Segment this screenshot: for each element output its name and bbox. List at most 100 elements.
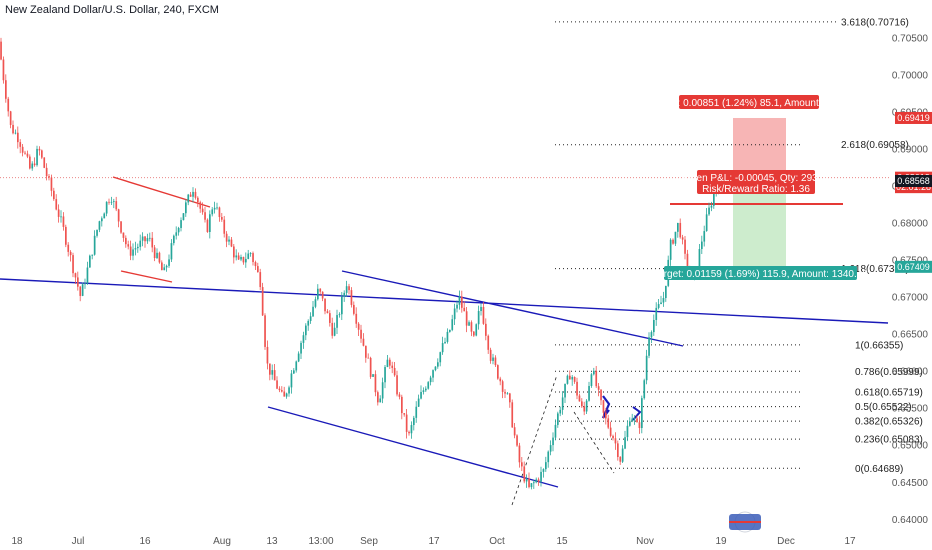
candle (266, 346, 269, 364)
candle (422, 390, 425, 392)
candle (679, 222, 682, 238)
x-tick-label: 16 (139, 536, 151, 547)
trendline[interactable] (267, 406, 559, 488)
candle (612, 435, 614, 439)
candle (698, 249, 701, 270)
candle (480, 306, 482, 312)
candle (677, 222, 679, 232)
candle (225, 233, 228, 242)
candle (17, 132, 19, 143)
stop-label (679, 95, 819, 109)
x-tick-label: Aug (213, 536, 231, 547)
candle (593, 370, 595, 375)
candle (362, 338, 365, 346)
candle (141, 236, 144, 241)
candle (504, 391, 506, 394)
candle (547, 451, 550, 463)
candle (41, 150, 43, 158)
candle (482, 306, 485, 324)
candle (324, 298, 326, 312)
candle (175, 232, 178, 236)
price-tag-label: 02:01:28 (896, 182, 931, 192)
candle (535, 479, 538, 483)
candle (24, 152, 26, 154)
candle (648, 337, 650, 356)
candle (633, 418, 636, 420)
candle (139, 240, 142, 247)
candle (463, 307, 466, 312)
candle (566, 375, 569, 384)
candle (201, 208, 204, 213)
trendlines (0, 176, 889, 488)
candle (614, 438, 617, 444)
y-tick-label: 0.69000 (892, 145, 929, 156)
candle (151, 237, 154, 248)
chart-title: New Zealand Dollar/U.S. Dollar, 240, FXC… (5, 4, 219, 16)
fib-label: 0.382(0.65326) (855, 417, 923, 428)
candle (295, 361, 298, 371)
candle (285, 393, 288, 397)
y-tick-label: 0.65000 (892, 441, 929, 452)
candle (619, 456, 622, 462)
candle (341, 296, 343, 315)
x-tick-label: Nov (636, 536, 654, 547)
candle (153, 247, 156, 259)
trendline[interactable] (112, 176, 211, 208)
fib-connector (573, 411, 615, 474)
y-tick-label: 0.67000 (892, 293, 929, 304)
candle (492, 357, 494, 361)
trendline[interactable] (341, 270, 684, 347)
candle (597, 386, 600, 390)
candle (2, 59, 5, 81)
candle (417, 398, 420, 407)
candle (365, 345, 367, 358)
candle (509, 393, 511, 403)
candle (312, 306, 314, 317)
candle (170, 243, 173, 260)
country-flag-icon (729, 511, 761, 533)
candle (708, 207, 710, 215)
candle (125, 237, 127, 245)
candle (230, 239, 233, 247)
candle (655, 307, 658, 320)
candle (657, 304, 660, 308)
candle (21, 146, 24, 153)
candle (221, 217, 223, 220)
candle (641, 398, 643, 429)
candle (710, 205, 713, 208)
target-label (664, 266, 857, 280)
candle (432, 370, 434, 378)
candles (0, 37, 722, 490)
candle (458, 296, 461, 305)
candle (557, 413, 559, 425)
candle (506, 393, 509, 395)
candle (581, 401, 583, 407)
x-tick-label: 18 (11, 536, 23, 547)
candle (127, 244, 130, 247)
trendline[interactable] (0, 278, 889, 324)
candle (499, 378, 502, 382)
fib-label: 2.618(0.69058) (841, 140, 909, 151)
candle (117, 209, 120, 222)
candle (192, 191, 194, 197)
x-tick-label: 13 (266, 536, 278, 547)
candle (415, 406, 418, 418)
pattern-mark (632, 406, 642, 421)
trendline[interactable] (120, 270, 173, 283)
candle (43, 157, 46, 168)
candle (585, 400, 588, 412)
candle (511, 402, 514, 428)
candle (554, 424, 557, 438)
candle (396, 375, 398, 395)
candle (660, 302, 662, 305)
price-tag (895, 111, 932, 124)
candle (461, 296, 463, 308)
candle (497, 365, 499, 379)
candle (209, 214, 211, 232)
y-tick-label: 0.68000 (892, 219, 929, 230)
candle (235, 255, 238, 258)
candle (398, 394, 401, 397)
candle (55, 199, 58, 210)
candle (545, 462, 547, 470)
